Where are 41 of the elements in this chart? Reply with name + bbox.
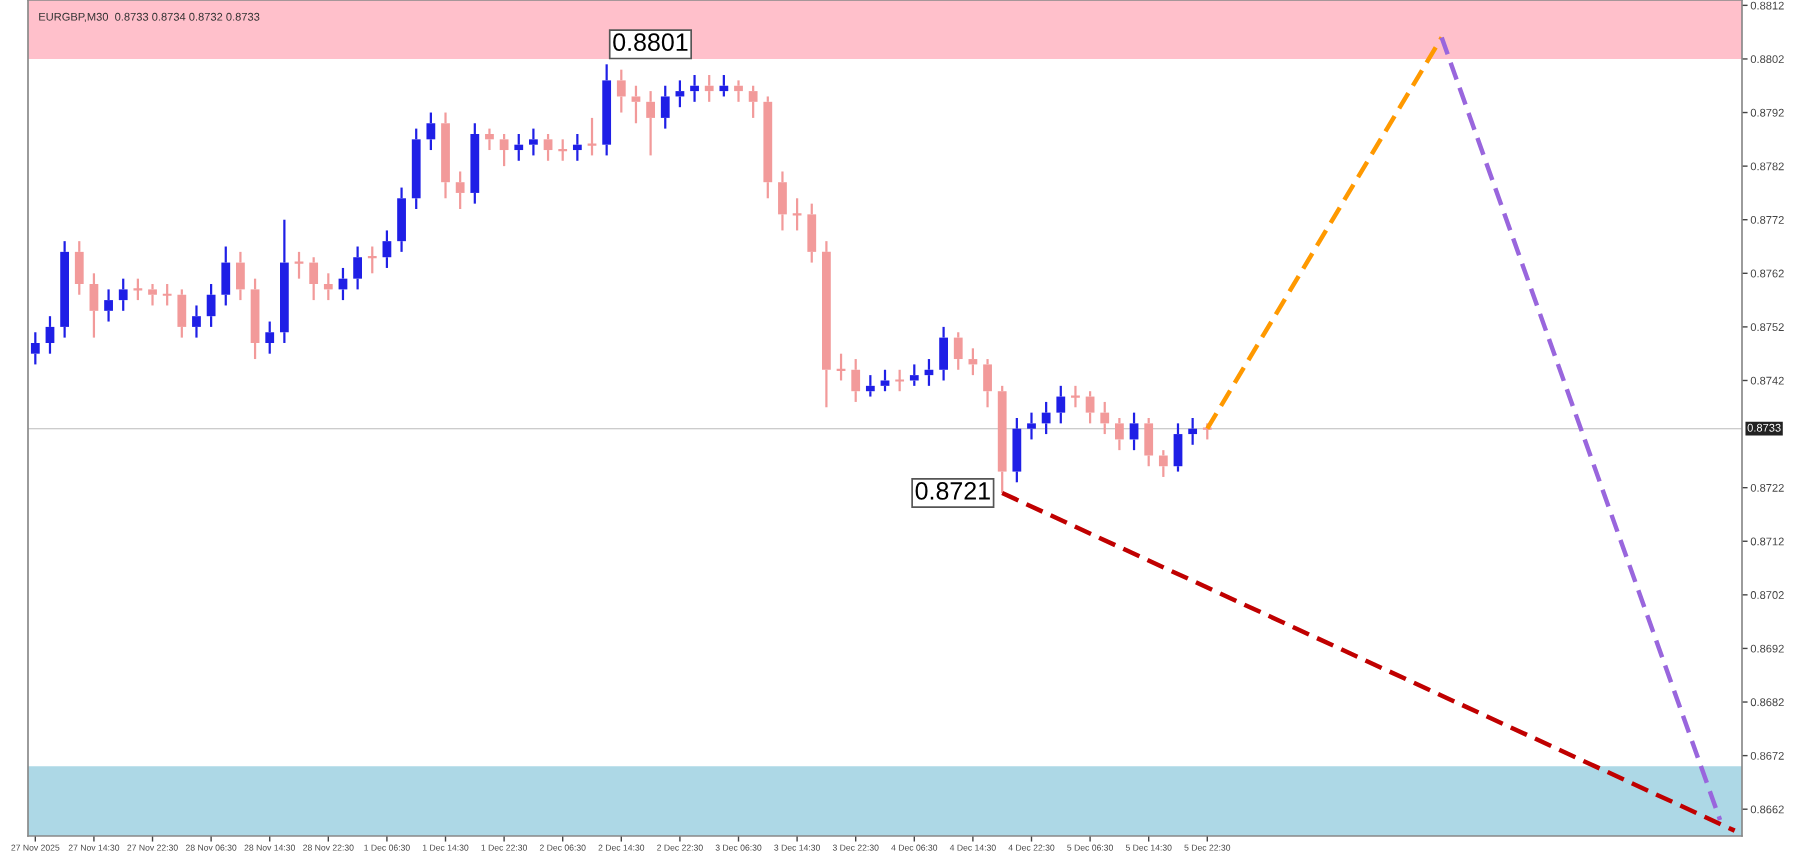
candlestick [148,282,157,307]
candlestick [1188,416,1198,446]
candlestick [851,357,861,404]
annotation: 0.8801 [613,33,688,52]
candlestick [397,186,406,253]
candlestick [1027,411,1036,441]
candlestick [236,250,245,302]
candlestick [778,170,787,232]
candlestick [734,79,743,103]
candlestick [206,282,216,329]
candlestick [74,240,84,296]
candlestick [1041,400,1051,436]
annotation: 0.8721 [915,482,990,500]
candlestick [60,240,70,339]
candlestick [323,272,333,302]
candlestick [572,132,582,162]
candlestick [690,73,699,103]
candlestick [514,132,524,162]
candlestick [470,122,480,205]
candlestick [89,272,99,339]
candlestick [1158,449,1168,479]
candlestick [1115,416,1124,452]
candlestick [939,325,948,382]
candlestick [177,288,187,339]
candlestick [953,331,963,371]
candlestick [529,127,538,157]
candlestick [822,240,831,409]
candlestick [485,127,494,152]
candlestick [382,229,392,270]
candlestick [646,89,655,157]
candlestick [983,357,992,409]
candlestick [104,288,113,323]
candlestick [909,363,919,387]
candlestick [1100,400,1110,436]
candlestick [192,304,201,339]
candlestick [279,218,289,345]
candlestick [1173,422,1183,473]
candlestick [441,111,450,200]
candlestick [704,73,714,103]
candlestick [865,374,875,398]
candlestick [45,315,55,355]
